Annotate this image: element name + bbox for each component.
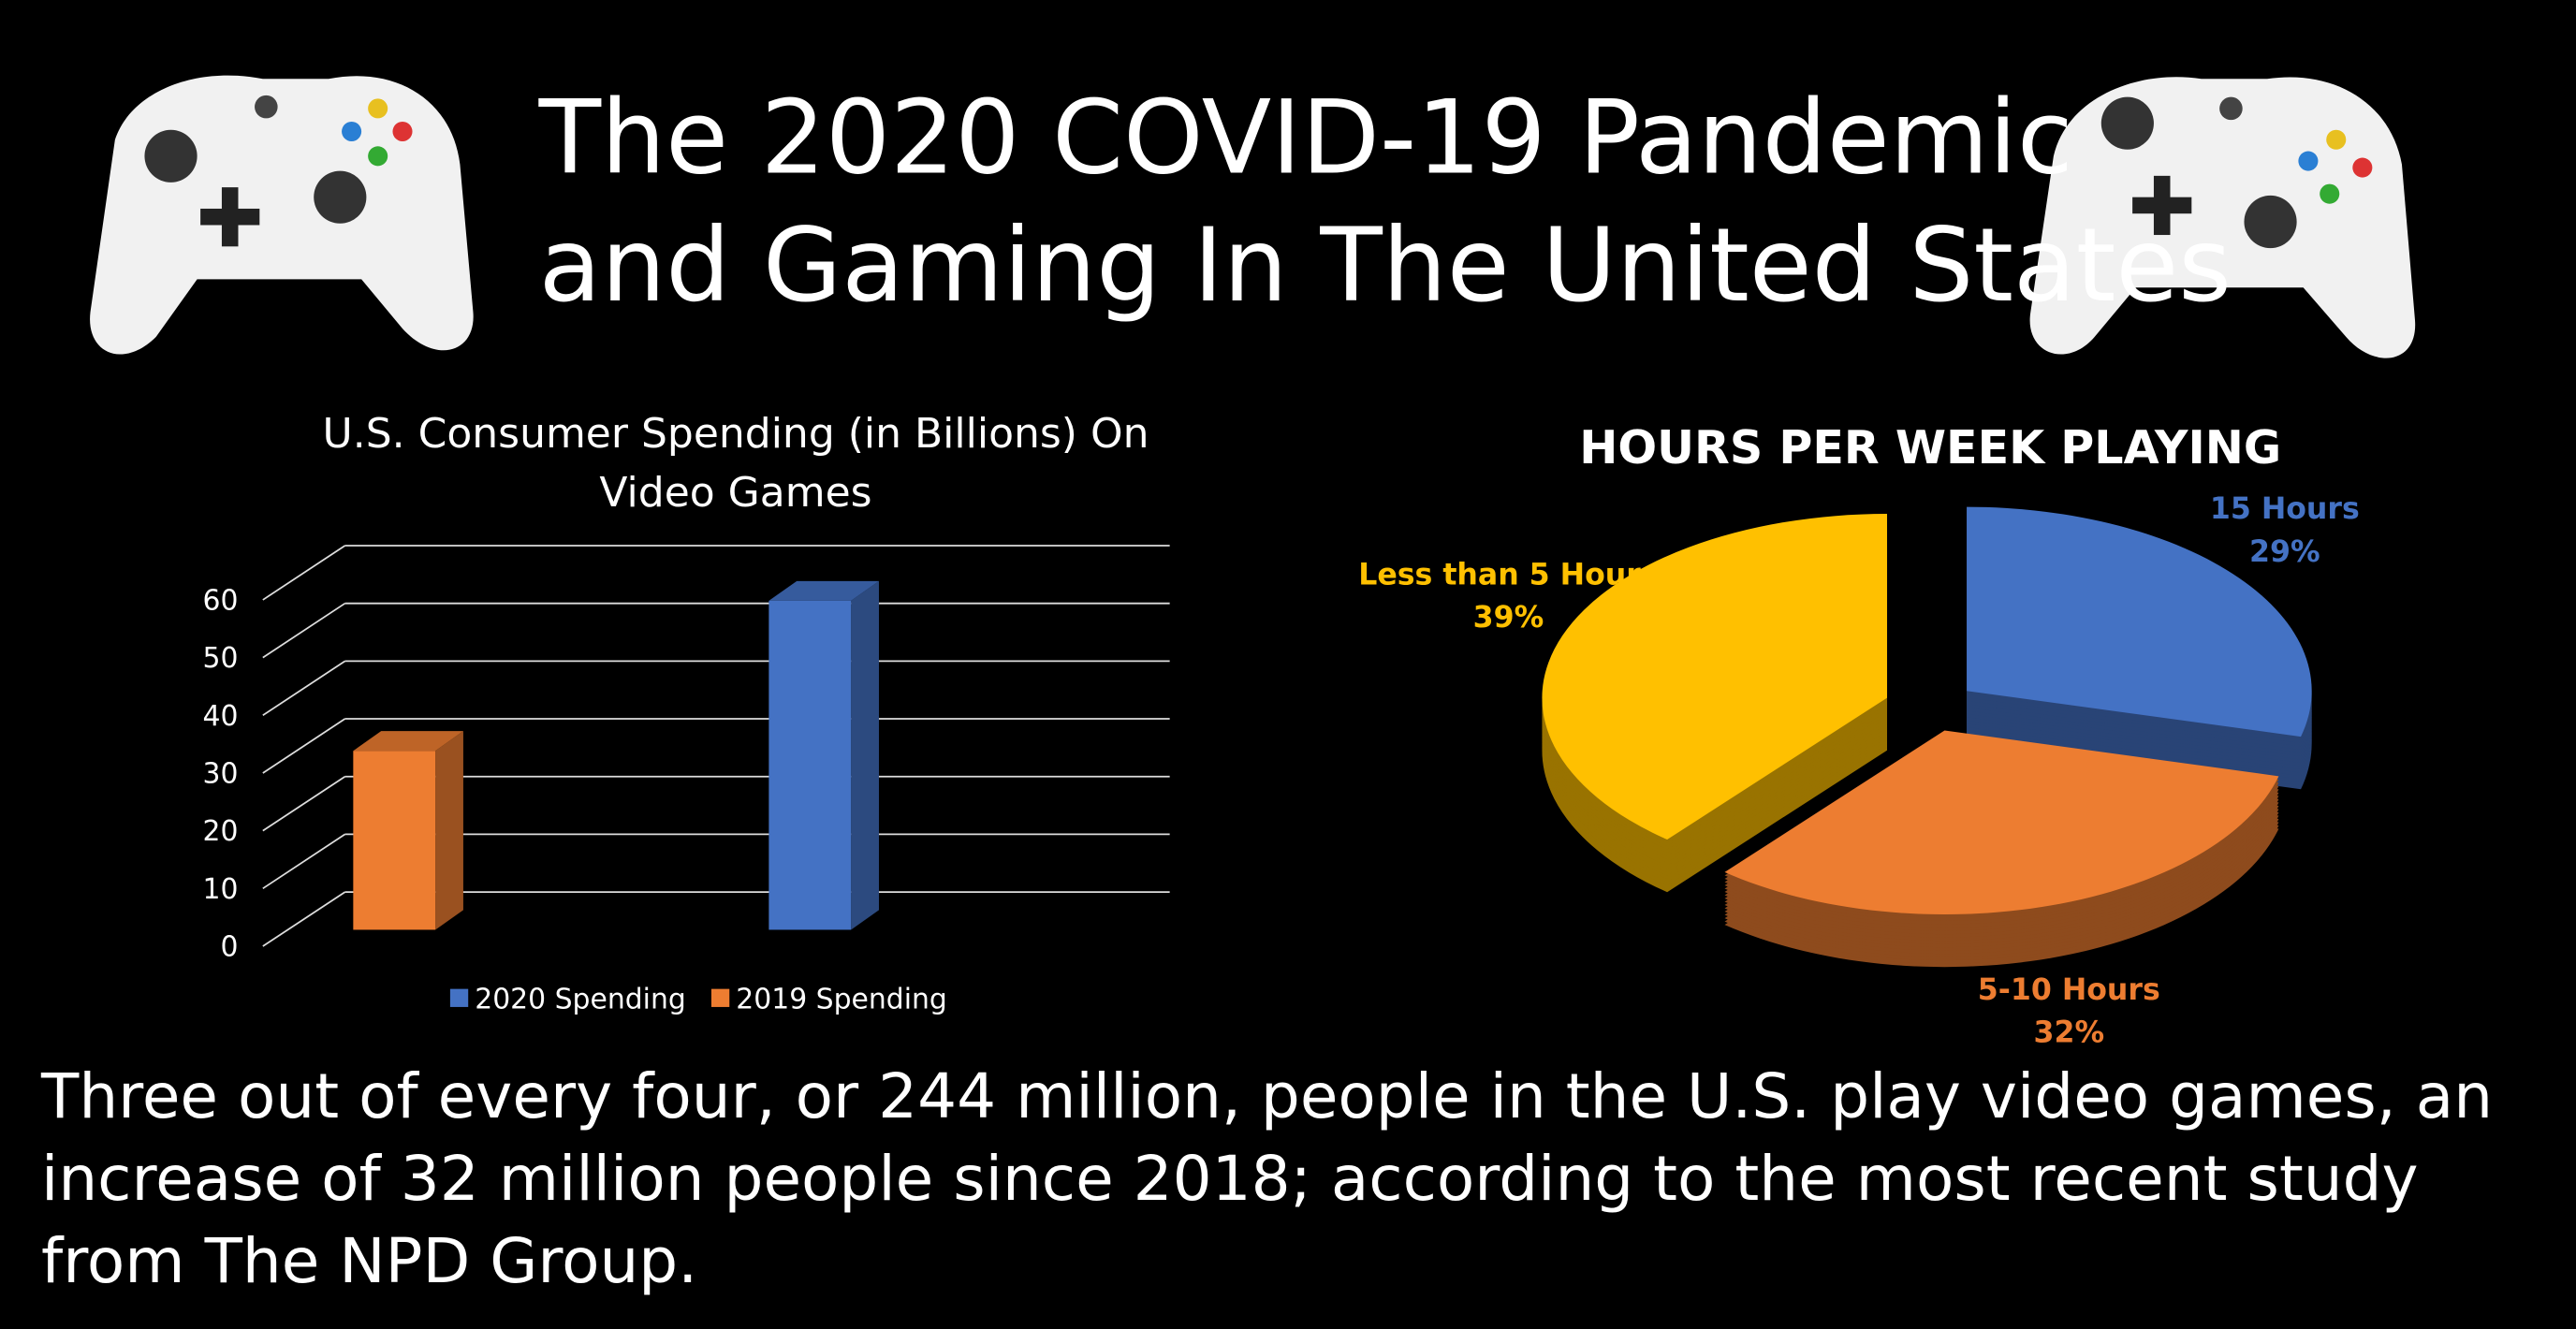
pie-value-label: 32% [2034,1016,2105,1050]
pie-value-label: 39% [1473,601,1544,635]
grid-line [262,718,346,774]
pie-label: Less than 5 Hours [1358,558,1658,591]
bar-side [851,580,879,930]
y-tick-label: 10 [203,873,239,906]
grid-line [262,891,346,947]
title-line: and Gaming In The United States [539,206,2232,325]
bar-chart-title: U.S. Consumer Spending (in Billions) On … [322,410,1149,517]
y-tick-label: 60 [203,584,239,617]
pie-label: 15 Hours [2210,492,2360,526]
bar-side [435,731,463,930]
pie-slice [1967,506,2312,738]
bar-top [353,731,463,752]
bar [768,600,852,930]
y-tick-label: 40 [203,700,239,733]
y-tick-label: 30 [203,757,239,790]
legend-label: 2019 Spending [736,984,947,1016]
y-tick-label: 20 [203,815,239,848]
grid-line [262,602,346,659]
grid-line [262,660,346,717]
pie-slice [1724,730,2279,915]
legend-swatch [710,988,730,1007]
controller-left [90,75,474,355]
y-tick-label: 0 [221,931,239,964]
legend-label: 2020 Spending [475,984,686,1016]
grid-line [262,545,346,601]
pie-value-label: 29% [2249,535,2320,569]
title-line: The 2020 COVID-19 Pandemic [538,78,2073,197]
bar [353,751,436,930]
controller-right [2029,77,2416,358]
grid-line [262,775,346,832]
caption: Three out of every four, or 244 million,… [41,1060,2494,1297]
pie-slice [1542,514,1888,840]
legend-swatch [449,988,469,1007]
bar-top [768,580,879,601]
y-tick-label: 50 [203,642,239,675]
pie-label: 5-10 Hours [1978,973,2160,1007]
grid-line [262,833,346,890]
pie-title: HOURS PER WEEK PLAYING [1579,420,2281,475]
